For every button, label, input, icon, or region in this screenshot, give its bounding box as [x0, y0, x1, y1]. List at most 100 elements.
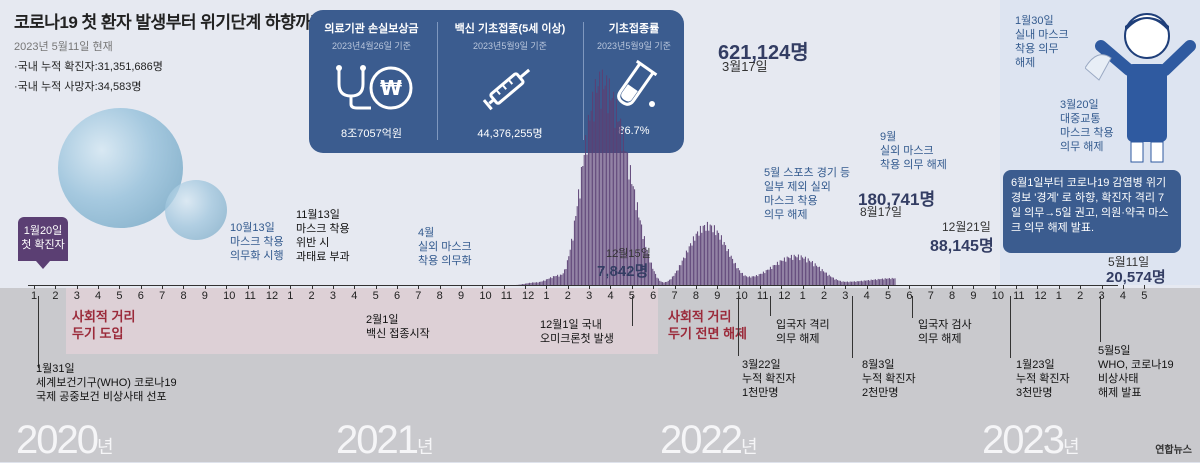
case-bar [697, 231, 698, 285]
case-bar [748, 277, 749, 285]
month-label: 8 [693, 290, 699, 302]
case-bar [802, 257, 803, 285]
event-line-30m [1010, 296, 1011, 358]
case-bar [715, 235, 716, 285]
band-label-distancing-start: 사회적 거리 두기 도입 [72, 308, 135, 342]
month-tick [888, 285, 889, 289]
case-bar [582, 166, 583, 285]
month-tick [269, 285, 270, 289]
month-tick [77, 285, 78, 289]
case-bar [795, 256, 796, 285]
case-bar [696, 234, 697, 285]
case-bar [736, 268, 737, 285]
case-bar [813, 266, 814, 285]
month-label: 4 [351, 290, 357, 302]
case-bar [806, 262, 807, 285]
case-bar [704, 225, 705, 285]
month-label: 1 [31, 290, 37, 302]
month-tick [653, 285, 654, 289]
event-10m-cases: 3월22일 누적 확진자 1천만명 [742, 358, 796, 400]
month-tick [781, 285, 782, 289]
case-bar [673, 276, 674, 285]
case-bar [676, 271, 677, 285]
month-label: 8 [180, 290, 186, 302]
case-bar [819, 267, 820, 285]
year-2020: 2020년 [16, 418, 112, 463]
month-tick [397, 285, 398, 289]
case-bar [592, 92, 593, 285]
case-bar [679, 265, 680, 285]
case-bar [805, 257, 806, 285]
month-label: 4 [864, 290, 870, 302]
year-2022-number: 2022 [660, 418, 741, 462]
case-bar [682, 261, 683, 285]
case-bar [820, 271, 821, 285]
month-label: 9 [458, 290, 464, 302]
month-label: 3 [586, 290, 592, 302]
month-tick [504, 285, 505, 289]
case-bar [767, 270, 768, 285]
case-bar [783, 261, 784, 285]
case-bar [580, 199, 581, 286]
case-bar [553, 276, 554, 285]
case-bar [745, 275, 746, 285]
case-bar [700, 226, 701, 285]
month-tick [1037, 285, 1038, 289]
case-bar [801, 255, 802, 285]
year-2023: 2023년 [982, 418, 1078, 463]
month-tick [333, 285, 334, 289]
case-bar [703, 226, 704, 285]
case-bar [595, 79, 596, 285]
case-bar [652, 269, 653, 285]
case-bar [706, 231, 707, 285]
month-label: 12 [522, 290, 534, 302]
year-2020-number: 2020 [16, 418, 97, 462]
case-bar [564, 269, 565, 285]
month-label: 10 [223, 290, 235, 302]
case-bar [804, 259, 805, 285]
month-label: 12 [778, 290, 790, 302]
case-bar [675, 273, 676, 285]
case-bar [774, 265, 775, 285]
month-label: 10 [992, 290, 1004, 302]
month-tick [973, 285, 974, 289]
month-label: 4 [1120, 290, 1126, 302]
month-tick [418, 285, 419, 289]
case-bar [799, 260, 800, 285]
case-bar [727, 251, 728, 285]
case-bar [561, 275, 562, 285]
case-bar [781, 261, 782, 285]
month-label: 6 [650, 290, 656, 302]
month-tick [376, 285, 377, 289]
month-label: 5 [373, 290, 379, 302]
year-2021-suffix: 년 [417, 437, 432, 457]
month-label: 2 [1077, 290, 1083, 302]
month-label: 1 [800, 290, 806, 302]
case-bar [756, 275, 757, 285]
month-tick [354, 285, 355, 289]
case-bar [731, 256, 732, 285]
case-bar [694, 241, 695, 285]
month-label: 11 [501, 290, 512, 302]
event-line-entry-test [912, 296, 913, 318]
year-2021-number: 2021 [336, 418, 417, 462]
case-bar [710, 225, 711, 285]
case-bar [655, 274, 656, 285]
case-bar [809, 261, 810, 285]
case-bar [650, 263, 651, 286]
month-label: 2 [565, 290, 571, 302]
case-bar [780, 260, 781, 285]
month-tick [1059, 285, 1060, 289]
month-label: 7 [928, 290, 934, 302]
month-label: 4 [95, 290, 101, 302]
event-line-10m [738, 296, 739, 356]
case-bar [797, 257, 798, 285]
year-2020-suffix: 년 [97, 437, 112, 457]
case-bar [578, 189, 579, 285]
month-label: 11 [757, 290, 768, 302]
month-label: 1 [1056, 290, 1062, 302]
month-tick [162, 285, 163, 289]
case-bar [752, 276, 753, 285]
month-label: 5 [885, 290, 891, 302]
peak-value-2022-12: 88,145명 [930, 232, 994, 256]
